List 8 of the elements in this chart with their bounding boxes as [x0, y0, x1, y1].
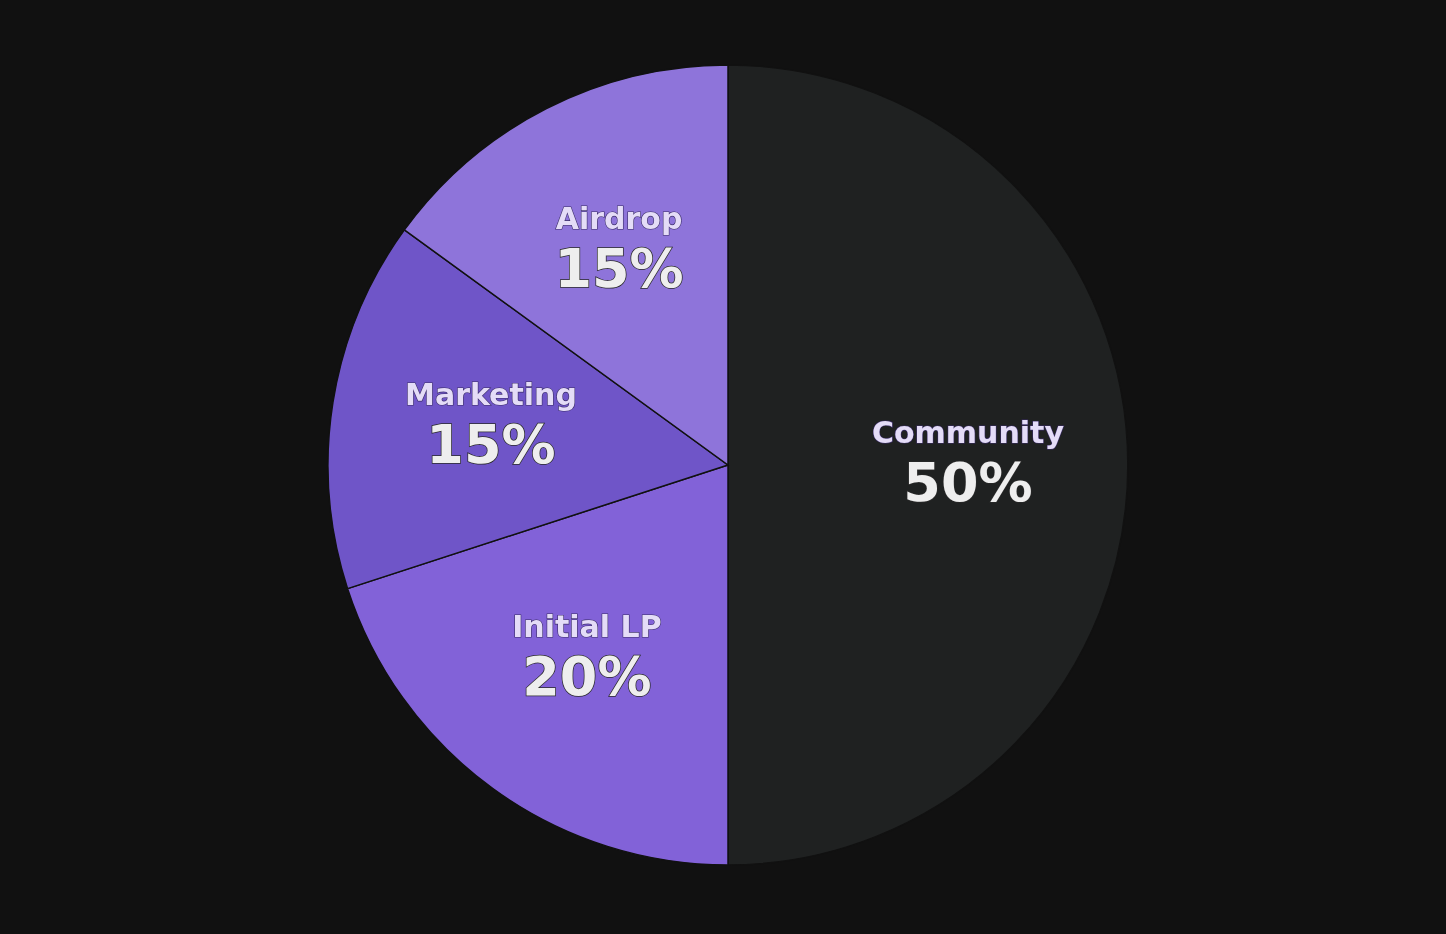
data-label: 15% [554, 237, 684, 301]
data-label: 50% [903, 451, 1033, 514]
data-label: 15% [426, 413, 556, 477]
slice-label: Community [871, 415, 1065, 450]
data-label: 20% [522, 645, 652, 709]
slice-label: Marketing [405, 377, 577, 413]
slice-label: Initial LP [512, 609, 662, 645]
slice-label: Airdrop [555, 201, 683, 237]
